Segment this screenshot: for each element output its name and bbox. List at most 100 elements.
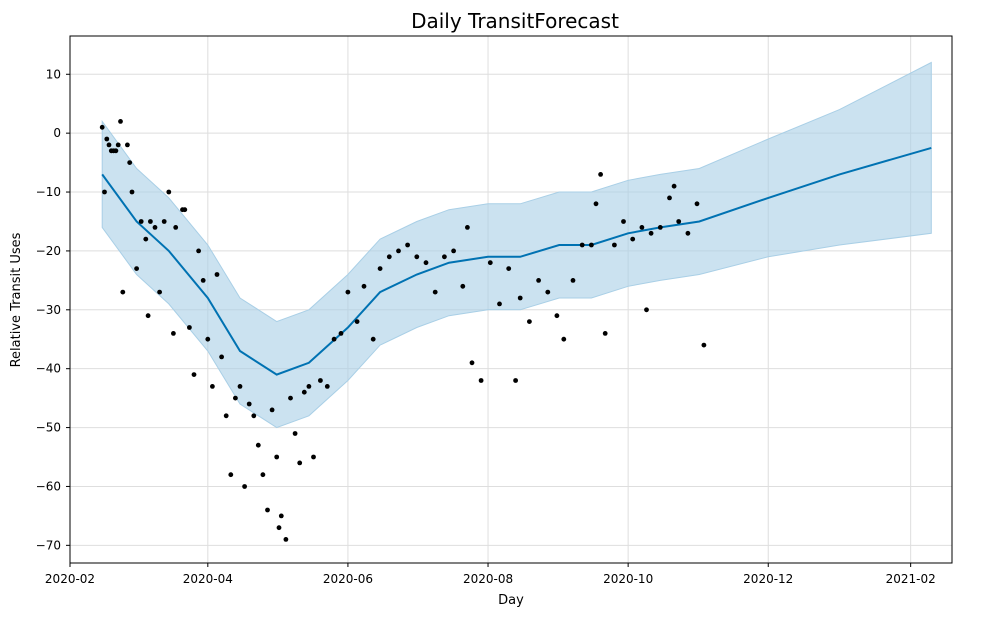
observed-point [657, 225, 663, 230]
x-tick-label: 2020-02 [45, 572, 95, 586]
y-tick-label: 10 [46, 67, 61, 81]
observed-point [554, 313, 560, 319]
uncertainty-interval [101, 61, 932, 429]
observed-point [570, 278, 576, 283]
observed-point [171, 331, 176, 336]
observed-point [318, 378, 323, 383]
observed-point [251, 413, 257, 419]
observed-point [152, 225, 158, 230]
observed-point [115, 142, 121, 148]
chart-title: Daily TransitForecast [411, 9, 619, 33]
observed-point [671, 183, 677, 189]
observed-point [237, 384, 243, 389]
observed-points [99, 119, 707, 542]
observed-point [210, 384, 215, 389]
observed-point [354, 319, 360, 324]
observed-point [598, 172, 603, 177]
observed-point [214, 272, 220, 277]
observed-point [292, 431, 298, 436]
observed-point [396, 248, 401, 254]
observed-point [442, 254, 447, 260]
observed-point [113, 148, 119, 154]
y-tick-label: −70 [36, 538, 61, 552]
observed-point [297, 460, 303, 466]
observed-point [145, 313, 151, 319]
y-axis-ticks: 10 0 −10 −20 −30 −40 −50 −60 −70 [36, 67, 70, 552]
observed-point [517, 295, 523, 301]
observed-point [129, 189, 135, 195]
y-tick-label: −10 [36, 185, 61, 199]
y-tick-label: −40 [36, 362, 61, 376]
observed-point [589, 242, 594, 248]
observed-point [255, 442, 261, 448]
x-tick-label: 2021-02 [886, 572, 936, 586]
observed-point [414, 254, 420, 260]
observed-point [106, 142, 112, 148]
observed-point [621, 219, 626, 224]
observed-point [276, 525, 282, 531]
x-axis-ticks: 2020-02 2020-04 2020-06 2020-08 2020-10 2020-… [45, 563, 936, 586]
x-tick-label: 2020-08 [463, 572, 513, 586]
observed-point [157, 289, 163, 295]
observed-point [465, 225, 470, 230]
forecast-path [101, 146, 932, 376]
y-tick-label: −50 [36, 421, 61, 435]
forecast-line [101, 146, 932, 376]
observed-point [361, 283, 367, 289]
observed-point [301, 389, 307, 395]
observed-point [469, 360, 475, 366]
observed-point [306, 384, 312, 389]
observed-point [423, 260, 429, 266]
observed-point [99, 124, 105, 130]
observed-point [187, 325, 192, 330]
observed-point [120, 289, 126, 295]
observed-point [265, 507, 270, 513]
observed-point [260, 472, 266, 478]
observed-point [246, 401, 252, 407]
observed-point [676, 219, 682, 224]
observed-point [487, 260, 493, 266]
observed-point [233, 395, 238, 401]
y-tick-label: −60 [36, 479, 61, 493]
observed-point [219, 354, 225, 360]
observed-point [648, 230, 654, 236]
observed-point [191, 372, 197, 377]
observed-point [405, 242, 410, 248]
observed-point [134, 266, 140, 271]
observed-point [138, 219, 144, 224]
observed-point [118, 119, 123, 124]
y-tick-label: 0 [53, 126, 61, 140]
observed-point [506, 266, 512, 271]
observed-point [630, 236, 636, 242]
observed-point [386, 254, 392, 260]
observed-point [432, 289, 438, 295]
observed-point [311, 454, 316, 460]
observed-point [701, 342, 707, 348]
observed-point [593, 201, 599, 207]
observed-point [536, 278, 541, 283]
observed-point [143, 236, 149, 242]
uncertainty-band [101, 61, 932, 429]
observed-point [451, 248, 456, 254]
observed-point [288, 395, 293, 401]
x-tick-label: 2020-12 [743, 572, 793, 586]
observed-point [377, 266, 383, 271]
observed-point [223, 413, 229, 419]
observed-point [182, 207, 188, 213]
observed-point [331, 336, 337, 342]
observed-point [497, 301, 502, 307]
observed-point [148, 219, 153, 224]
x-tick-label: 2020-10 [603, 572, 653, 586]
observed-point [644, 307, 649, 313]
y-tick-label: −20 [36, 244, 61, 258]
observed-point [527, 319, 532, 324]
observed-point [561, 336, 567, 342]
observed-point [278, 513, 284, 519]
observed-point [345, 289, 351, 295]
observed-point [579, 242, 585, 248]
y-axis-label: Relative Transit Uses [9, 232, 24, 367]
observed-point [102, 189, 107, 195]
x-tick-label: 2020-04 [183, 572, 233, 586]
x-axis-label: Day [498, 593, 524, 608]
